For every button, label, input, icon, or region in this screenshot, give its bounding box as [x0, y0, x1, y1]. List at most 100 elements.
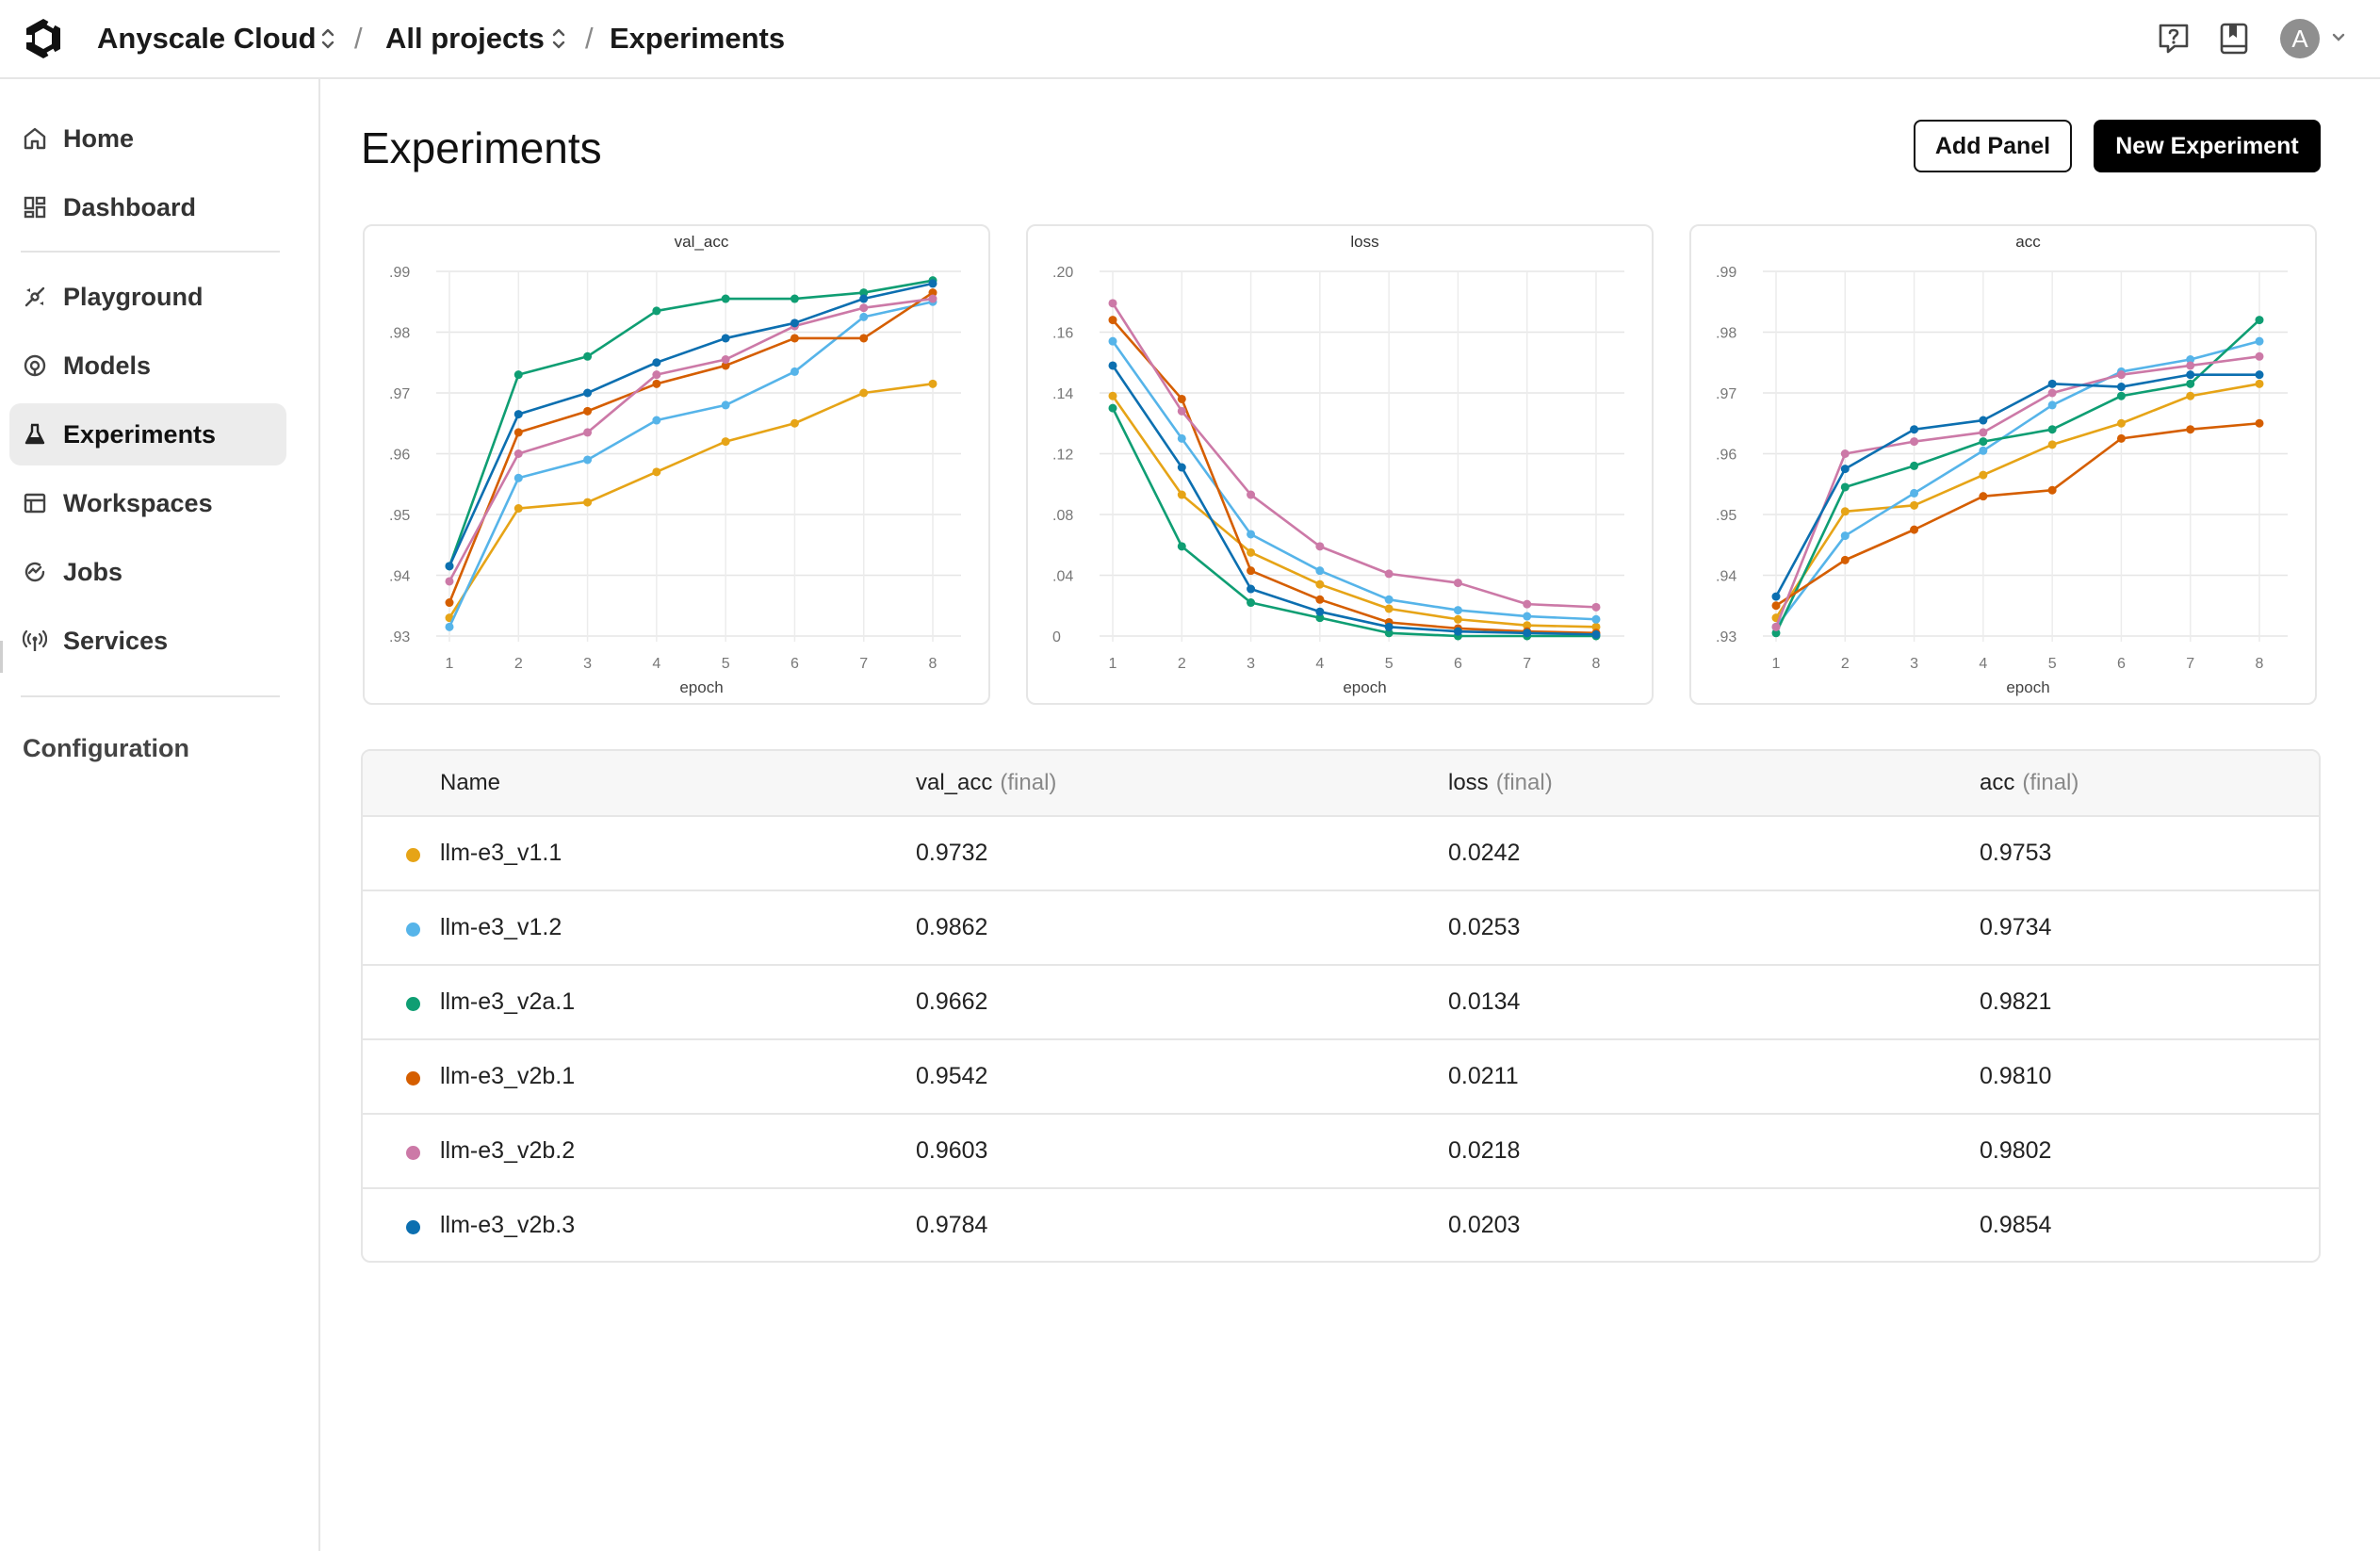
- data-point-llm-e3_v1.2[interactable]: [790, 367, 799, 376]
- table-row[interactable]: llm-e3_v2b.3 0.9784 0.0203 0.9854: [363, 1189, 2319, 1261]
- data-point-llm-e3_v2b.3[interactable]: [1453, 627, 1462, 636]
- data-point-llm-e3_v2b.3[interactable]: [1591, 629, 1601, 639]
- data-point-llm-e3_v1.2[interactable]: [721, 400, 730, 410]
- data-point-llm-e3_v2b.2[interactable]: [1453, 579, 1462, 588]
- data-point-llm-e3_v1.2[interactable]: [1108, 336, 1117, 346]
- data-point-llm-e3_v2a.1[interactable]: [1979, 437, 1988, 447]
- data-point-llm-e3_v2b.3[interactable]: [445, 562, 454, 571]
- table-row[interactable]: llm-e3_v2b.1 0.9542 0.0211 0.9810: [363, 1040, 2319, 1115]
- data-point-llm-e3_v1.2[interactable]: [1384, 595, 1394, 604]
- column-header-val-acc[interactable]: val_acc (final): [916, 770, 1057, 795]
- data-point-llm-e3_v2b.3[interactable]: [1979, 416, 1988, 425]
- data-point-llm-e3_v2b.1[interactable]: [1247, 566, 1256, 576]
- cell-name[interactable]: llm-e3_v2b.2: [440, 1137, 576, 1164]
- series-line-llm-e3_v2b.2[interactable]: [1111, 302, 1597, 609]
- series-line-llm-e3_v1.2[interactable]: [1111, 340, 1597, 621]
- data-point-llm-e3_v2b.2[interactable]: [2116, 370, 2126, 380]
- data-point-llm-e3_v2a.1[interactable]: [1910, 461, 1919, 470]
- data-point-llm-e3_v1.2[interactable]: [2255, 336, 2264, 346]
- data-point-llm-e3_v1.2[interactable]: [652, 416, 661, 425]
- series-line-llm-e3_v2b.1[interactable]: [448, 291, 934, 604]
- data-point-llm-e3_v2a.1[interactable]: [2116, 391, 2126, 400]
- data-point-llm-e3_v1.1[interactable]: [1910, 500, 1919, 510]
- data-point-llm-e3_v1.2[interactable]: [1910, 488, 1919, 498]
- data-point-llm-e3_v2b.1[interactable]: [790, 334, 799, 343]
- sidebar-item-playground[interactable]: Playground: [9, 266, 286, 328]
- series-line-llm-e3_v1.1[interactable]: [1111, 395, 1597, 629]
- series-line-llm-e3_v1.2[interactable]: [448, 300, 934, 628]
- data-point-llm-e3_v1.2[interactable]: [583, 455, 593, 465]
- chart-panel-val-acc[interactable]: val_acc .99 .98 .97 .96 .95 .94 .93 1 2 3 4 5 6 7 8 epoc…: [363, 224, 990, 705]
- cell-name[interactable]: llm-e3_v2b.3: [440, 1212, 576, 1238]
- data-point-llm-e3_v2a.1[interactable]: [1247, 598, 1256, 608]
- data-point-llm-e3_v2b.3[interactable]: [1840, 465, 1850, 474]
- column-header-loss[interactable]: loss (final): [1448, 770, 1553, 795]
- data-point-llm-e3_v2a.1[interactable]: [1384, 629, 1394, 638]
- data-point-llm-e3_v2b.3[interactable]: [583, 388, 593, 398]
- data-point-llm-e3_v1.2[interactable]: [859, 312, 869, 321]
- data-point-llm-e3_v2a.1[interactable]: [790, 294, 799, 303]
- data-point-llm-e3_v2b.2[interactable]: [721, 355, 730, 365]
- data-point-llm-e3_v2a.1[interactable]: [721, 294, 730, 303]
- series-line-llm-e3_v2b.3[interactable]: [1111, 365, 1597, 636]
- cell-name[interactable]: llm-e3_v2a.1: [440, 988, 576, 1015]
- data-point-llm-e3_v1.2[interactable]: [1453, 606, 1462, 615]
- data-point-llm-e3_v1.1[interactable]: [859, 388, 869, 398]
- breadcrumb-org[interactable]: Anyscale Cloud: [97, 22, 317, 55]
- help-icon[interactable]: [2156, 21, 2192, 57]
- data-point-llm-e3_v2b.3[interactable]: [1523, 629, 1532, 638]
- data-point-llm-e3_v1.1[interactable]: [1979, 470, 1988, 480]
- new-experiment-button[interactable]: New Experiment: [2094, 120, 2321, 172]
- data-point-llm-e3_v1.2[interactable]: [2047, 400, 2057, 410]
- sidebar-item-experiments[interactable]: Experiments: [9, 403, 286, 465]
- data-point-llm-e3_v1.1[interactable]: [1108, 391, 1117, 400]
- sidebar-item-home[interactable]: Home: [9, 107, 286, 170]
- data-point-llm-e3_v2b.2[interactable]: [2255, 351, 2264, 361]
- chart-panel-acc[interactable]: acc .99 .98 .97 .96 .95 .94 .93 1 2 3 4 5 6 7 8 epoch: [1689, 224, 2317, 705]
- table-row[interactable]: llm-e3_v1.1 0.9732 0.0242 0.9753: [363, 817, 2319, 891]
- data-point-llm-e3_v1.1[interactable]: [1591, 622, 1601, 631]
- data-point-llm-e3_v2b.2[interactable]: [513, 449, 523, 458]
- data-point-llm-e3_v2b.1[interactable]: [583, 406, 593, 416]
- cell-name[interactable]: llm-e3_v2b.1: [440, 1063, 576, 1089]
- data-point-llm-e3_v2b.2[interactable]: [1771, 622, 1781, 631]
- data-point-llm-e3_v1.1[interactable]: [2116, 418, 2126, 428]
- data-point-llm-e3_v2b.3[interactable]: [1910, 425, 1919, 434]
- data-point-llm-e3_v2a.1[interactable]: [583, 351, 593, 361]
- data-point-llm-e3_v2b.1[interactable]: [928, 288, 937, 298]
- data-point-llm-e3_v2b.3[interactable]: [1108, 361, 1117, 370]
- data-point-llm-e3_v1.2[interactable]: [1591, 614, 1601, 624]
- data-point-llm-e3_v2b.2[interactable]: [928, 294, 937, 303]
- data-point-llm-e3_v2b.2[interactable]: [2047, 388, 2057, 398]
- data-point-llm-e3_v2b.1[interactable]: [1910, 525, 1919, 534]
- table-row[interactable]: llm-e3_v1.2 0.9862 0.0253 0.9734: [363, 891, 2319, 966]
- data-point-llm-e3_v1.1[interactable]: [721, 437, 730, 447]
- series-line-llm-e3_v2b.1[interactable]: [1775, 421, 2260, 607]
- data-point-llm-e3_v2b.3[interactable]: [513, 410, 523, 419]
- data-point-llm-e3_v1.1[interactable]: [1523, 621, 1532, 630]
- data-point-llm-e3_v2b.2[interactable]: [1108, 299, 1117, 308]
- data-point-llm-e3_v2b.3[interactable]: [1771, 592, 1781, 601]
- data-point-llm-e3_v1.1[interactable]: [2255, 379, 2264, 388]
- series-line-llm-e3_v2b.3[interactable]: [1774, 373, 2259, 597]
- data-point-llm-e3_v2b.1[interactable]: [2116, 433, 2126, 443]
- data-point-llm-e3_v1.1[interactable]: [1384, 604, 1394, 613]
- data-point-llm-e3_v2b.3[interactable]: [1247, 584, 1256, 594]
- data-point-llm-e3_v1.2[interactable]: [513, 473, 523, 482]
- data-point-llm-e3_v2b.1[interactable]: [513, 428, 523, 437]
- data-point-llm-e3_v2a.1[interactable]: [652, 306, 661, 316]
- data-point-llm-e3_v2b.1[interactable]: [1315, 595, 1325, 604]
- data-point-llm-e3_v1.1[interactable]: [1177, 490, 1186, 499]
- data-point-llm-e3_v2b.3[interactable]: [928, 279, 937, 288]
- data-point-llm-e3_v2b.2[interactable]: [2186, 361, 2195, 370]
- series-line-llm-e3_v2a.1[interactable]: [1111, 407, 1596, 638]
- data-point-llm-e3_v1.1[interactable]: [1315, 580, 1325, 589]
- series-line-llm-e3_v2b.3[interactable]: [448, 282, 934, 567]
- chevron-down-icon[interactable]: [2331, 32, 2346, 43]
- data-point-llm-e3_v2a.1[interactable]: [859, 288, 869, 298]
- data-point-llm-e3_v2a.1[interactable]: [1771, 629, 1781, 638]
- data-point-llm-e3_v2b.2[interactable]: [1840, 449, 1850, 458]
- data-point-llm-e3_v2a.1[interactable]: [1840, 482, 1850, 492]
- data-point-llm-e3_v2b.1[interactable]: [1840, 555, 1850, 564]
- cell-name[interactable]: llm-e3_v1.1: [440, 840, 562, 866]
